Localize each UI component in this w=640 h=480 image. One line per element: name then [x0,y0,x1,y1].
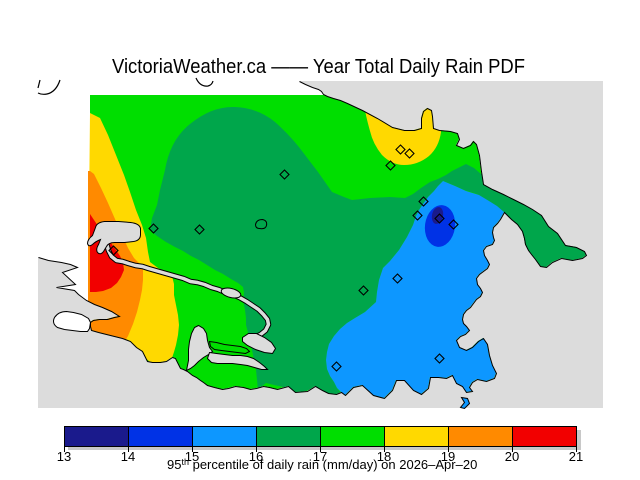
svg-text:15: 15 [185,449,199,464]
svg-text:16: 16 [249,449,263,464]
svg-text:19: 19 [441,449,455,464]
svg-text:14: 14 [121,449,135,464]
svg-text:20: 20 [505,449,519,464]
svg-text:18: 18 [377,449,391,464]
svg-text:VictoriaWeather.ca —— Year Tot: VictoriaWeather.ca —— Year Total Daily R… [112,56,525,78]
svg-text:17: 17 [313,449,327,464]
svg-text:21: 21 [569,449,583,464]
svg-text:95th percentile of daily rain: 95th percentile of daily rain (mm/day) o… [167,457,477,472]
svg-text:13: 13 [57,449,71,464]
